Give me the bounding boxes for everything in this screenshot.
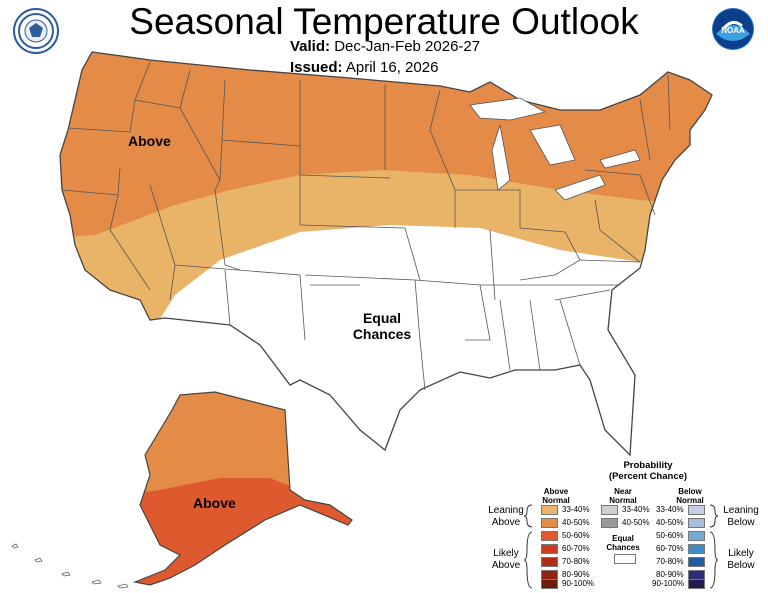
below-header-line1: Below [678, 487, 702, 496]
great-lakes [469, 97, 641, 201]
equal-chances-label: Equal Chances [352, 310, 412, 342]
leaning-below-line2: Below [727, 517, 755, 528]
alaska-above-label: Above [193, 495, 236, 511]
near-header-line1: Near [614, 487, 632, 496]
above-swatch-label-2: 50-60% [562, 531, 590, 540]
below-swatch-3 [688, 544, 705, 554]
equal-chances-line2: Chances [606, 543, 640, 552]
below-swatch-1 [688, 518, 705, 528]
leaning-below-label: Leaning Below [720, 505, 762, 529]
legend-title-line2: (Percent Chance) [608, 471, 688, 482]
likely-below-line2: Below [727, 560, 755, 571]
near-swatch-label-1: 40-50% [622, 518, 650, 527]
valid-line: Valid: Dec-Jan-Feb 2026-27 [290, 38, 480, 56]
above-swatch-label-6: 90-100% [562, 579, 595, 588]
alaska-outline [132, 391, 353, 586]
below-swatch-label-3: 60-70% [656, 544, 684, 553]
issued-label: Issued: [290, 59, 343, 76]
likely-above-line2: Above [491, 560, 521, 571]
noaa-logo-icon: NOAA [712, 8, 754, 50]
near-header-line2: Normal [609, 496, 637, 505]
equal-chances-swatch [614, 554, 636, 564]
below-swatch-2 [688, 531, 705, 541]
above-swatch-4 [541, 557, 558, 567]
equal-label-line1: Equal [362, 310, 402, 326]
valid-value: Dec-Jan-Feb 2026-27 [334, 38, 481, 55]
below-swatch-label-5: 80-90% [656, 570, 684, 579]
leaning-above-line2: Above [491, 517, 521, 528]
likely-above-line1: Likely [493, 548, 519, 559]
near-swatch-label-0: 33-40% [622, 505, 650, 514]
leaning-above-line1: Leaning [488, 505, 524, 516]
above-swatch-label-1: 40-50% [562, 518, 590, 527]
above-swatch-2 [541, 531, 558, 541]
below-swatch-label-6: 90-100% [652, 579, 685, 588]
above-swatch-label-4: 70-80% [562, 557, 590, 566]
above-swatch-0 [541, 505, 558, 515]
above-swatch-6 [541, 579, 558, 589]
issued-value: April 16, 2026 [345, 59, 439, 76]
equal-chances-line1: Equal [612, 534, 634, 543]
issued-line: Issued: April 16, 2026 [290, 59, 438, 77]
above-swatch-3 [541, 544, 558, 554]
above-header-line1: Above [543, 487, 569, 496]
noaa-logo-text: NOAA [721, 26, 745, 35]
likely-above-label: Likely Above [488, 548, 524, 572]
below-swatch-label-2: 50-60% [656, 531, 684, 540]
equal-chances-legend-label: Equal Chances [603, 534, 643, 552]
above-swatch-label-5: 80-90% [562, 570, 590, 579]
department-of-commerce-seal-icon [13, 8, 59, 54]
state-borders [61, 61, 671, 391]
below-swatch-0 [688, 505, 705, 515]
below-swatch-6 [688, 579, 705, 589]
legend-title: Probability (Percent Chance) [598, 460, 698, 482]
page-title: Seasonal Temperature Outlook [129, 1, 639, 42]
likely-below-label: Likely Below [720, 548, 762, 572]
above-swatch-label-3: 60-70% [562, 544, 590, 553]
leaning-above-label: Leaning Above [488, 505, 524, 529]
above-header-line2: Normal [542, 496, 570, 505]
below-swatch-label-1: 40-50% [656, 518, 684, 527]
legend-braces [523, 504, 719, 589]
near-swatch-1 [601, 518, 618, 528]
below-swatch-label-4: 70-80% [656, 557, 684, 566]
above-swatch-label-0: 33-40% [562, 505, 590, 514]
probability-legend: Probability (Percent Chance) Above Norma… [488, 460, 768, 590]
below-swatch-label-0: 33-40% [656, 505, 684, 514]
conus-outline [59, 51, 713, 457]
likely-below-line1: Likely [728, 548, 754, 559]
below-normal-header: Below Normal [670, 487, 710, 505]
below-swatch-4 [688, 557, 705, 567]
near-swatch-0 [601, 505, 618, 515]
valid-label: Valid: [290, 38, 331, 55]
conus-above-label: Above [128, 133, 171, 149]
below-header-line2: Normal [676, 496, 704, 505]
above-swatch-1 [541, 518, 558, 528]
near-normal-header: Near Normal [603, 487, 643, 505]
leaning-below-line1: Leaning [723, 505, 759, 516]
alaska-shading [135, 392, 352, 585]
aleutian-islands [11, 543, 129, 589]
legend-title-line1: Probability [623, 460, 673, 471]
above-normal-header: Above Normal [536, 487, 576, 505]
equal-label-line2: Chances [352, 326, 412, 342]
